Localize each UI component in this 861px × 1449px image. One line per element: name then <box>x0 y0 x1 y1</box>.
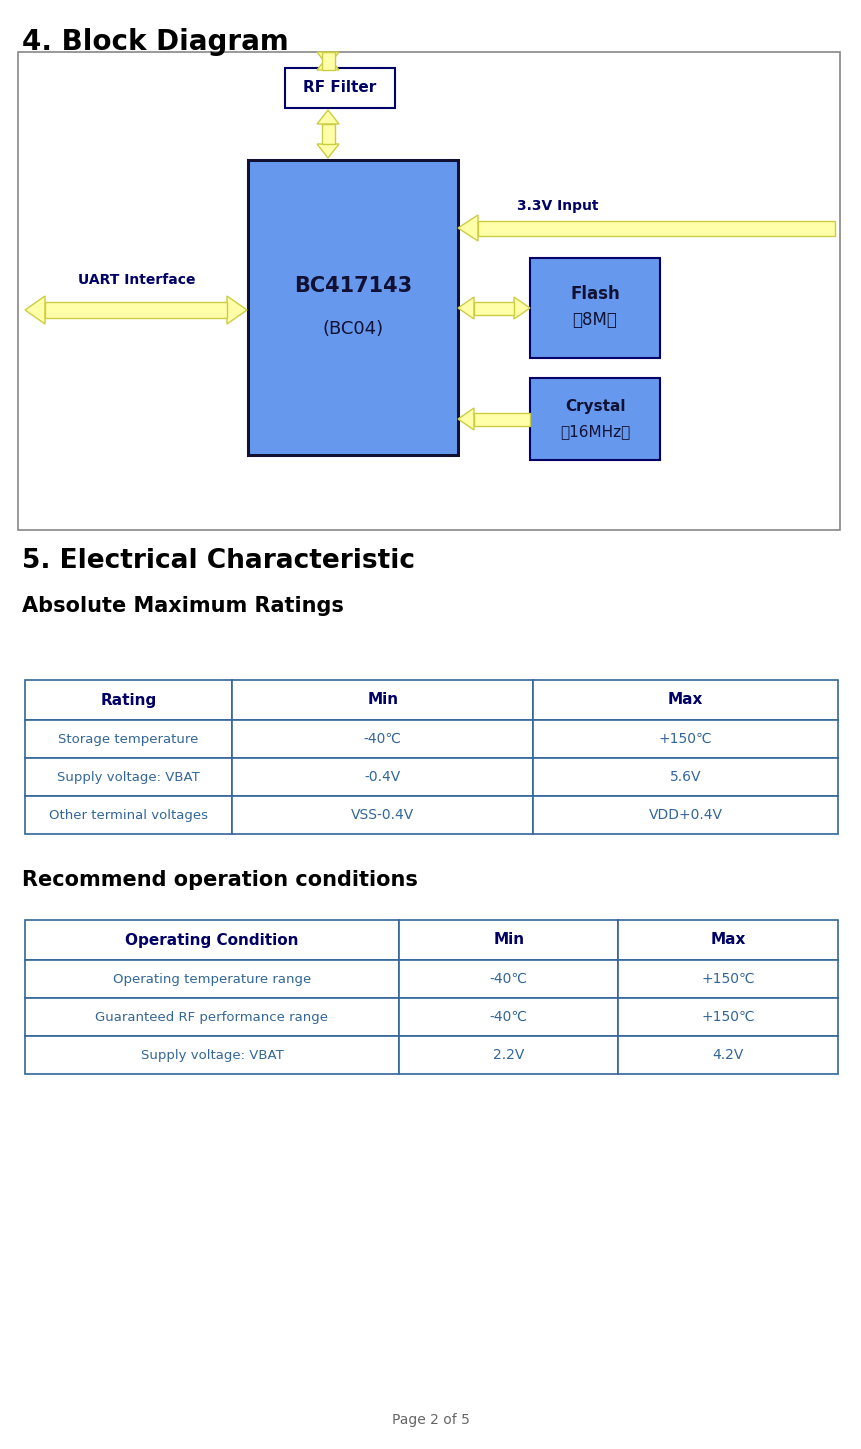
Text: RF Filter: RF Filter <box>303 81 376 96</box>
Polygon shape <box>317 110 339 125</box>
Bar <box>321 52 335 70</box>
Text: Min: Min <box>367 693 399 707</box>
Bar <box>533 796 838 835</box>
Polygon shape <box>514 297 530 319</box>
Text: Recommend operation conditions: Recommend operation conditions <box>22 869 418 890</box>
Text: -40℃: -40℃ <box>490 972 528 985</box>
Bar <box>25 720 232 758</box>
Text: -0.4V: -0.4V <box>364 769 401 784</box>
Text: Supply voltage: VBAT: Supply voltage: VBAT <box>140 1049 283 1062</box>
Text: UART Interface: UART Interface <box>77 272 195 287</box>
Bar <box>618 961 838 998</box>
Bar <box>25 680 232 720</box>
Text: （16MHz）: （16MHz） <box>560 425 630 439</box>
Bar <box>618 998 838 1036</box>
Bar <box>399 920 618 961</box>
Bar <box>533 758 838 796</box>
Bar <box>25 920 399 961</box>
Text: 5. Electrical Characteristic: 5. Electrical Characteristic <box>22 548 415 574</box>
Bar <box>45 301 227 317</box>
Text: 3.3V Input: 3.3V Input <box>517 199 598 213</box>
Polygon shape <box>227 296 247 325</box>
Bar <box>232 680 533 720</box>
Text: Guaranteed RF performance range: Guaranteed RF performance range <box>96 1010 329 1023</box>
Bar <box>232 758 533 796</box>
Polygon shape <box>317 143 339 158</box>
Bar <box>533 680 838 720</box>
Text: Flash: Flash <box>570 285 620 303</box>
Bar <box>618 1036 838 1074</box>
Bar <box>25 796 232 835</box>
Bar <box>18 52 840 530</box>
Text: Storage temperature: Storage temperature <box>59 733 199 745</box>
Bar <box>474 301 514 314</box>
Bar <box>25 758 232 796</box>
Text: +150℃: +150℃ <box>702 972 755 985</box>
Text: Supply voltage: VBAT: Supply voltage: VBAT <box>58 771 200 784</box>
Text: VSS-0.4V: VSS-0.4V <box>351 809 414 822</box>
Bar <box>321 125 335 143</box>
Text: Crystal: Crystal <box>565 398 625 413</box>
Bar <box>399 1036 618 1074</box>
Bar <box>25 998 399 1036</box>
Bar <box>232 796 533 835</box>
Polygon shape <box>25 296 45 325</box>
Text: Absolute Maximum Ratings: Absolute Maximum Ratings <box>22 596 344 616</box>
Text: +150℃: +150℃ <box>659 732 712 746</box>
Bar <box>533 720 838 758</box>
Text: Operating temperature range: Operating temperature range <box>113 972 311 985</box>
Text: （8M）: （8M） <box>573 312 617 329</box>
Text: Page 2 of 5: Page 2 of 5 <box>392 1413 469 1427</box>
Polygon shape <box>317 57 339 70</box>
Text: Operating Condition: Operating Condition <box>125 933 299 948</box>
Bar <box>399 961 618 998</box>
Text: -40℃: -40℃ <box>490 1010 528 1024</box>
Text: 4. Block Diagram: 4. Block Diagram <box>22 28 288 57</box>
Text: 4.2V: 4.2V <box>713 1048 744 1062</box>
Text: (BC04): (BC04) <box>322 320 383 339</box>
Bar <box>399 998 618 1036</box>
Bar <box>25 961 399 998</box>
Bar <box>530 378 660 459</box>
Text: +150℃: +150℃ <box>702 1010 755 1024</box>
Text: Rating: Rating <box>101 693 157 707</box>
Bar <box>25 1036 399 1074</box>
Bar <box>232 720 533 758</box>
Text: Max: Max <box>710 933 746 948</box>
Text: 5.6V: 5.6V <box>670 769 702 784</box>
Text: 2.2V: 2.2V <box>493 1048 524 1062</box>
Bar <box>618 920 838 961</box>
Text: Other terminal voltages: Other terminal voltages <box>49 809 208 822</box>
Polygon shape <box>458 214 478 241</box>
Text: Min: Min <box>493 933 524 948</box>
Polygon shape <box>317 52 339 67</box>
Bar <box>474 413 530 426</box>
Bar <box>530 258 660 358</box>
Text: BC417143: BC417143 <box>294 275 412 296</box>
Bar <box>285 68 395 109</box>
Polygon shape <box>458 297 474 319</box>
Bar <box>478 220 835 236</box>
Bar <box>248 159 458 455</box>
Text: VDD+0.4V: VDD+0.4V <box>648 809 722 822</box>
Text: Max: Max <box>668 693 703 707</box>
Polygon shape <box>458 409 474 430</box>
Text: -40℃: -40℃ <box>363 732 402 746</box>
